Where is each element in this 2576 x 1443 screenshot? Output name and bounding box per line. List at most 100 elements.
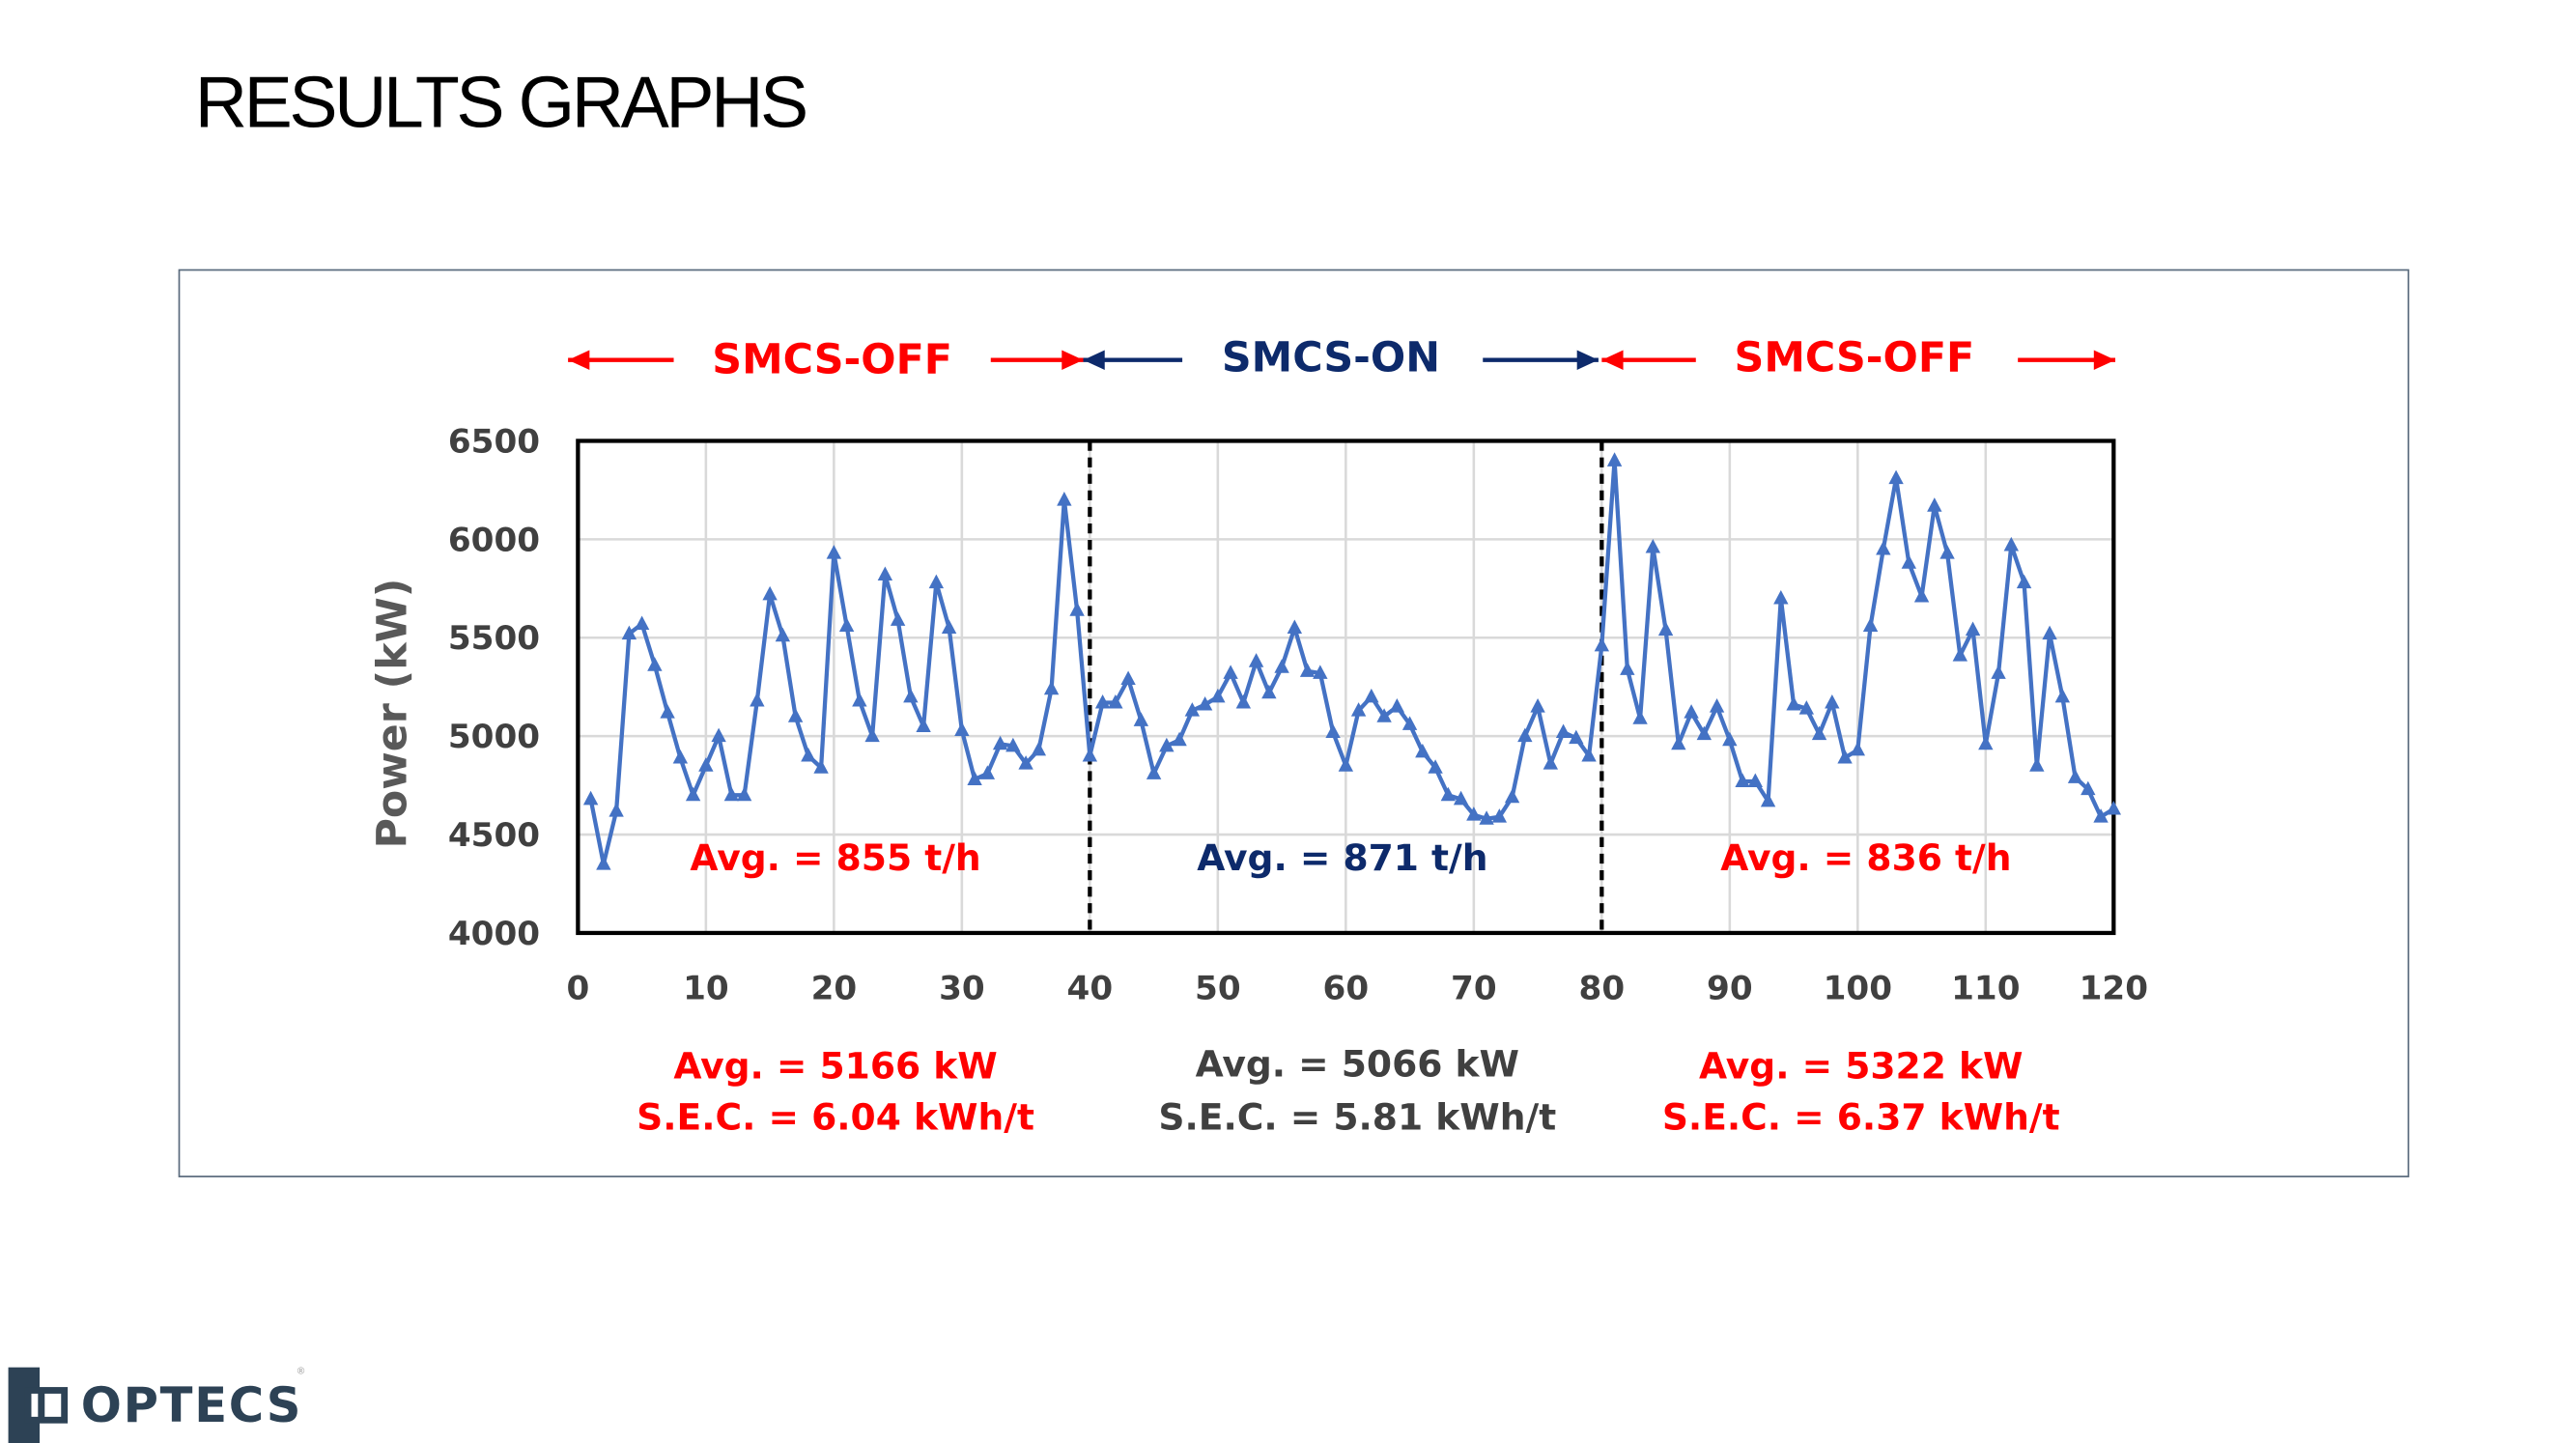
- data-point-marker: [1569, 729, 1584, 745]
- data-point-marker: [1798, 700, 1815, 715]
- data-point-marker: [775, 627, 791, 642]
- data-point-marker: [2093, 808, 2109, 823]
- optecs-logo: OPTECS ®: [8, 1367, 305, 1443]
- data-point-marker: [1491, 808, 1508, 823]
- data-point-marker: [838, 617, 855, 633]
- logo-text: OPTECS: [80, 1376, 303, 1433]
- data-point-marker: [813, 759, 829, 774]
- x-tick-label: 80: [1579, 969, 1626, 1007]
- data-point-marker: [1811, 725, 1827, 741]
- data-point-marker: [1913, 587, 1930, 603]
- data-point-marker: [660, 704, 675, 719]
- data-point-marker: [1850, 741, 1866, 756]
- data-point-marker: [1876, 541, 1891, 555]
- data-point-marker: [1645, 538, 1661, 553]
- data-point-marker: [1786, 695, 1801, 711]
- data-point-marker: [2054, 688, 2071, 703]
- x-tick-label: 90: [1707, 969, 1753, 1007]
- data-point-marker: [711, 727, 726, 743]
- data-point-marker: [890, 611, 906, 626]
- data-point-marker: [1696, 725, 1713, 741]
- data-point-marker: [1172, 731, 1187, 747]
- segment-label-1: SMCS-ON: [1222, 334, 1440, 382]
- plot-border: [576, 439, 2116, 936]
- arrow-left-icon-head: [1601, 350, 1624, 370]
- data-point-marker: [1657, 621, 1674, 637]
- data-point-marker: [1825, 693, 1840, 709]
- data-point-marker: [1069, 602, 1085, 616]
- data-point-marker: [1043, 680, 1060, 695]
- data-point-marker: [1453, 790, 1469, 806]
- data-point-marker: [1146, 765, 1162, 779]
- data-point-marker: [826, 545, 842, 559]
- y-tick-label: 6000: [448, 521, 540, 559]
- throughput-label-0: Avg. = 855 t/h: [690, 836, 980, 879]
- data-point-marker: [1581, 747, 1597, 762]
- x-tick-label: 110: [1951, 969, 2020, 1007]
- x-tick-label: 60: [1323, 969, 1370, 1007]
- data-point-marker: [621, 625, 637, 640]
- data-point-marker: [1082, 747, 1098, 762]
- data-point-marker: [1504, 788, 1520, 804]
- data-point-marker: [864, 727, 880, 743]
- data-point-marker: [1094, 693, 1111, 709]
- data-point-marker: [787, 708, 804, 722]
- data-point-marker: [634, 615, 650, 630]
- data-point-marker: [903, 688, 919, 703]
- data-point-marker: [1939, 545, 1955, 559]
- data-point-marker: [1671, 735, 1686, 750]
- registered-mark: ®: [297, 1367, 305, 1377]
- data-point-marker: [1632, 710, 1648, 724]
- arrow-right-icon-head: [1576, 350, 1599, 370]
- arrow-right-icon-head: [1062, 350, 1084, 370]
- data-point-marker: [1057, 492, 1072, 506]
- logo-mark-icon: [8, 1367, 69, 1443]
- data-point-marker: [1299, 663, 1316, 677]
- power-avg-1: Avg. = 5066 kW: [1196, 1043, 1519, 1086]
- data-point-marker: [1133, 712, 1149, 726]
- x-tick-label: 120: [2080, 969, 2148, 1007]
- data-point-marker: [916, 718, 931, 732]
- data-point-marker: [1965, 621, 1981, 637]
- data-point-marker: [877, 566, 893, 581]
- data-point-marker: [1555, 723, 1571, 739]
- data-point-marker: [2042, 625, 2057, 640]
- x-tick-label: 10: [683, 969, 729, 1007]
- sec-1: S.E.C. = 5.81 kWh/t: [1158, 1095, 1556, 1138]
- data-point-marker: [1223, 665, 1238, 679]
- data-point-marker: [1415, 743, 1430, 758]
- x-tick-label: 40: [1067, 969, 1114, 1007]
- power-series-line: [588, 458, 2115, 866]
- data-point-marker: [1235, 693, 1252, 709]
- data-point-marker: [1313, 665, 1328, 679]
- data-point-marker: [954, 722, 970, 737]
- data-point-marker: [1364, 688, 1379, 703]
- data-point-marker: [1350, 702, 1367, 717]
- data-point-marker: [1120, 670, 1136, 686]
- data-point-marker: [2067, 769, 2083, 783]
- data-point-marker: [1338, 757, 1354, 772]
- data-point-marker: [596, 856, 611, 870]
- data-point-marker: [1709, 698, 1725, 713]
- data-point-marker: [1005, 737, 1021, 752]
- data-point-marker: [1248, 653, 1264, 667]
- data-point-marker: [1773, 589, 1789, 605]
- y-tick-label: 4000: [448, 915, 540, 953]
- data-point-marker: [2016, 574, 2032, 589]
- data-point-marker: [1210, 688, 1226, 703]
- data-point-marker: [1159, 737, 1175, 752]
- y-tick-label: 6500: [448, 422, 540, 461]
- data-point-marker: [685, 786, 701, 802]
- data-point-marker: [1543, 755, 1559, 770]
- data-point-marker: [1620, 661, 1635, 675]
- data-point-marker: [1722, 731, 1738, 747]
- data-point-marker: [609, 803, 624, 817]
- throughput-label-2: Avg. = 836 t/h: [1720, 836, 2011, 879]
- data-point-marker: [1991, 665, 2006, 679]
- data-point-marker: [1747, 773, 1764, 788]
- data-point-marker: [1530, 698, 1545, 713]
- throughput-label-1: Avg. = 871 t/h: [1197, 836, 1487, 879]
- data-point-marker: [762, 585, 778, 601]
- segment-label-2: SMCS-OFF: [1735, 334, 1975, 382]
